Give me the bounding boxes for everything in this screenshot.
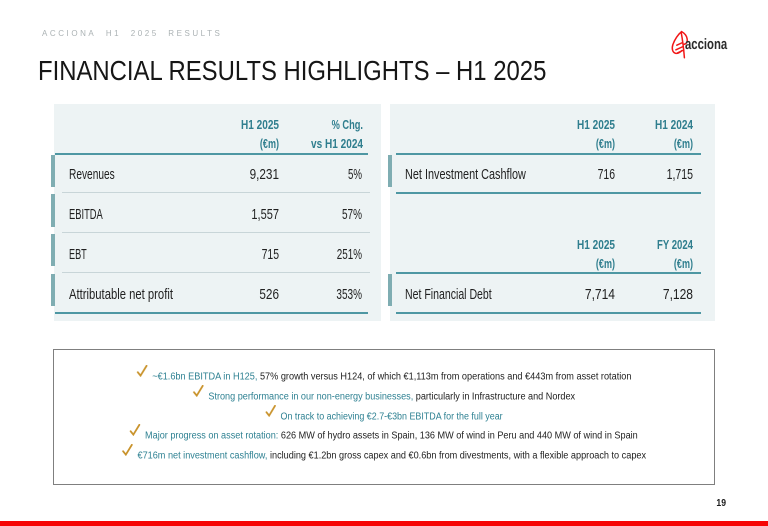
svg-text:acciona: acciona (685, 36, 728, 53)
